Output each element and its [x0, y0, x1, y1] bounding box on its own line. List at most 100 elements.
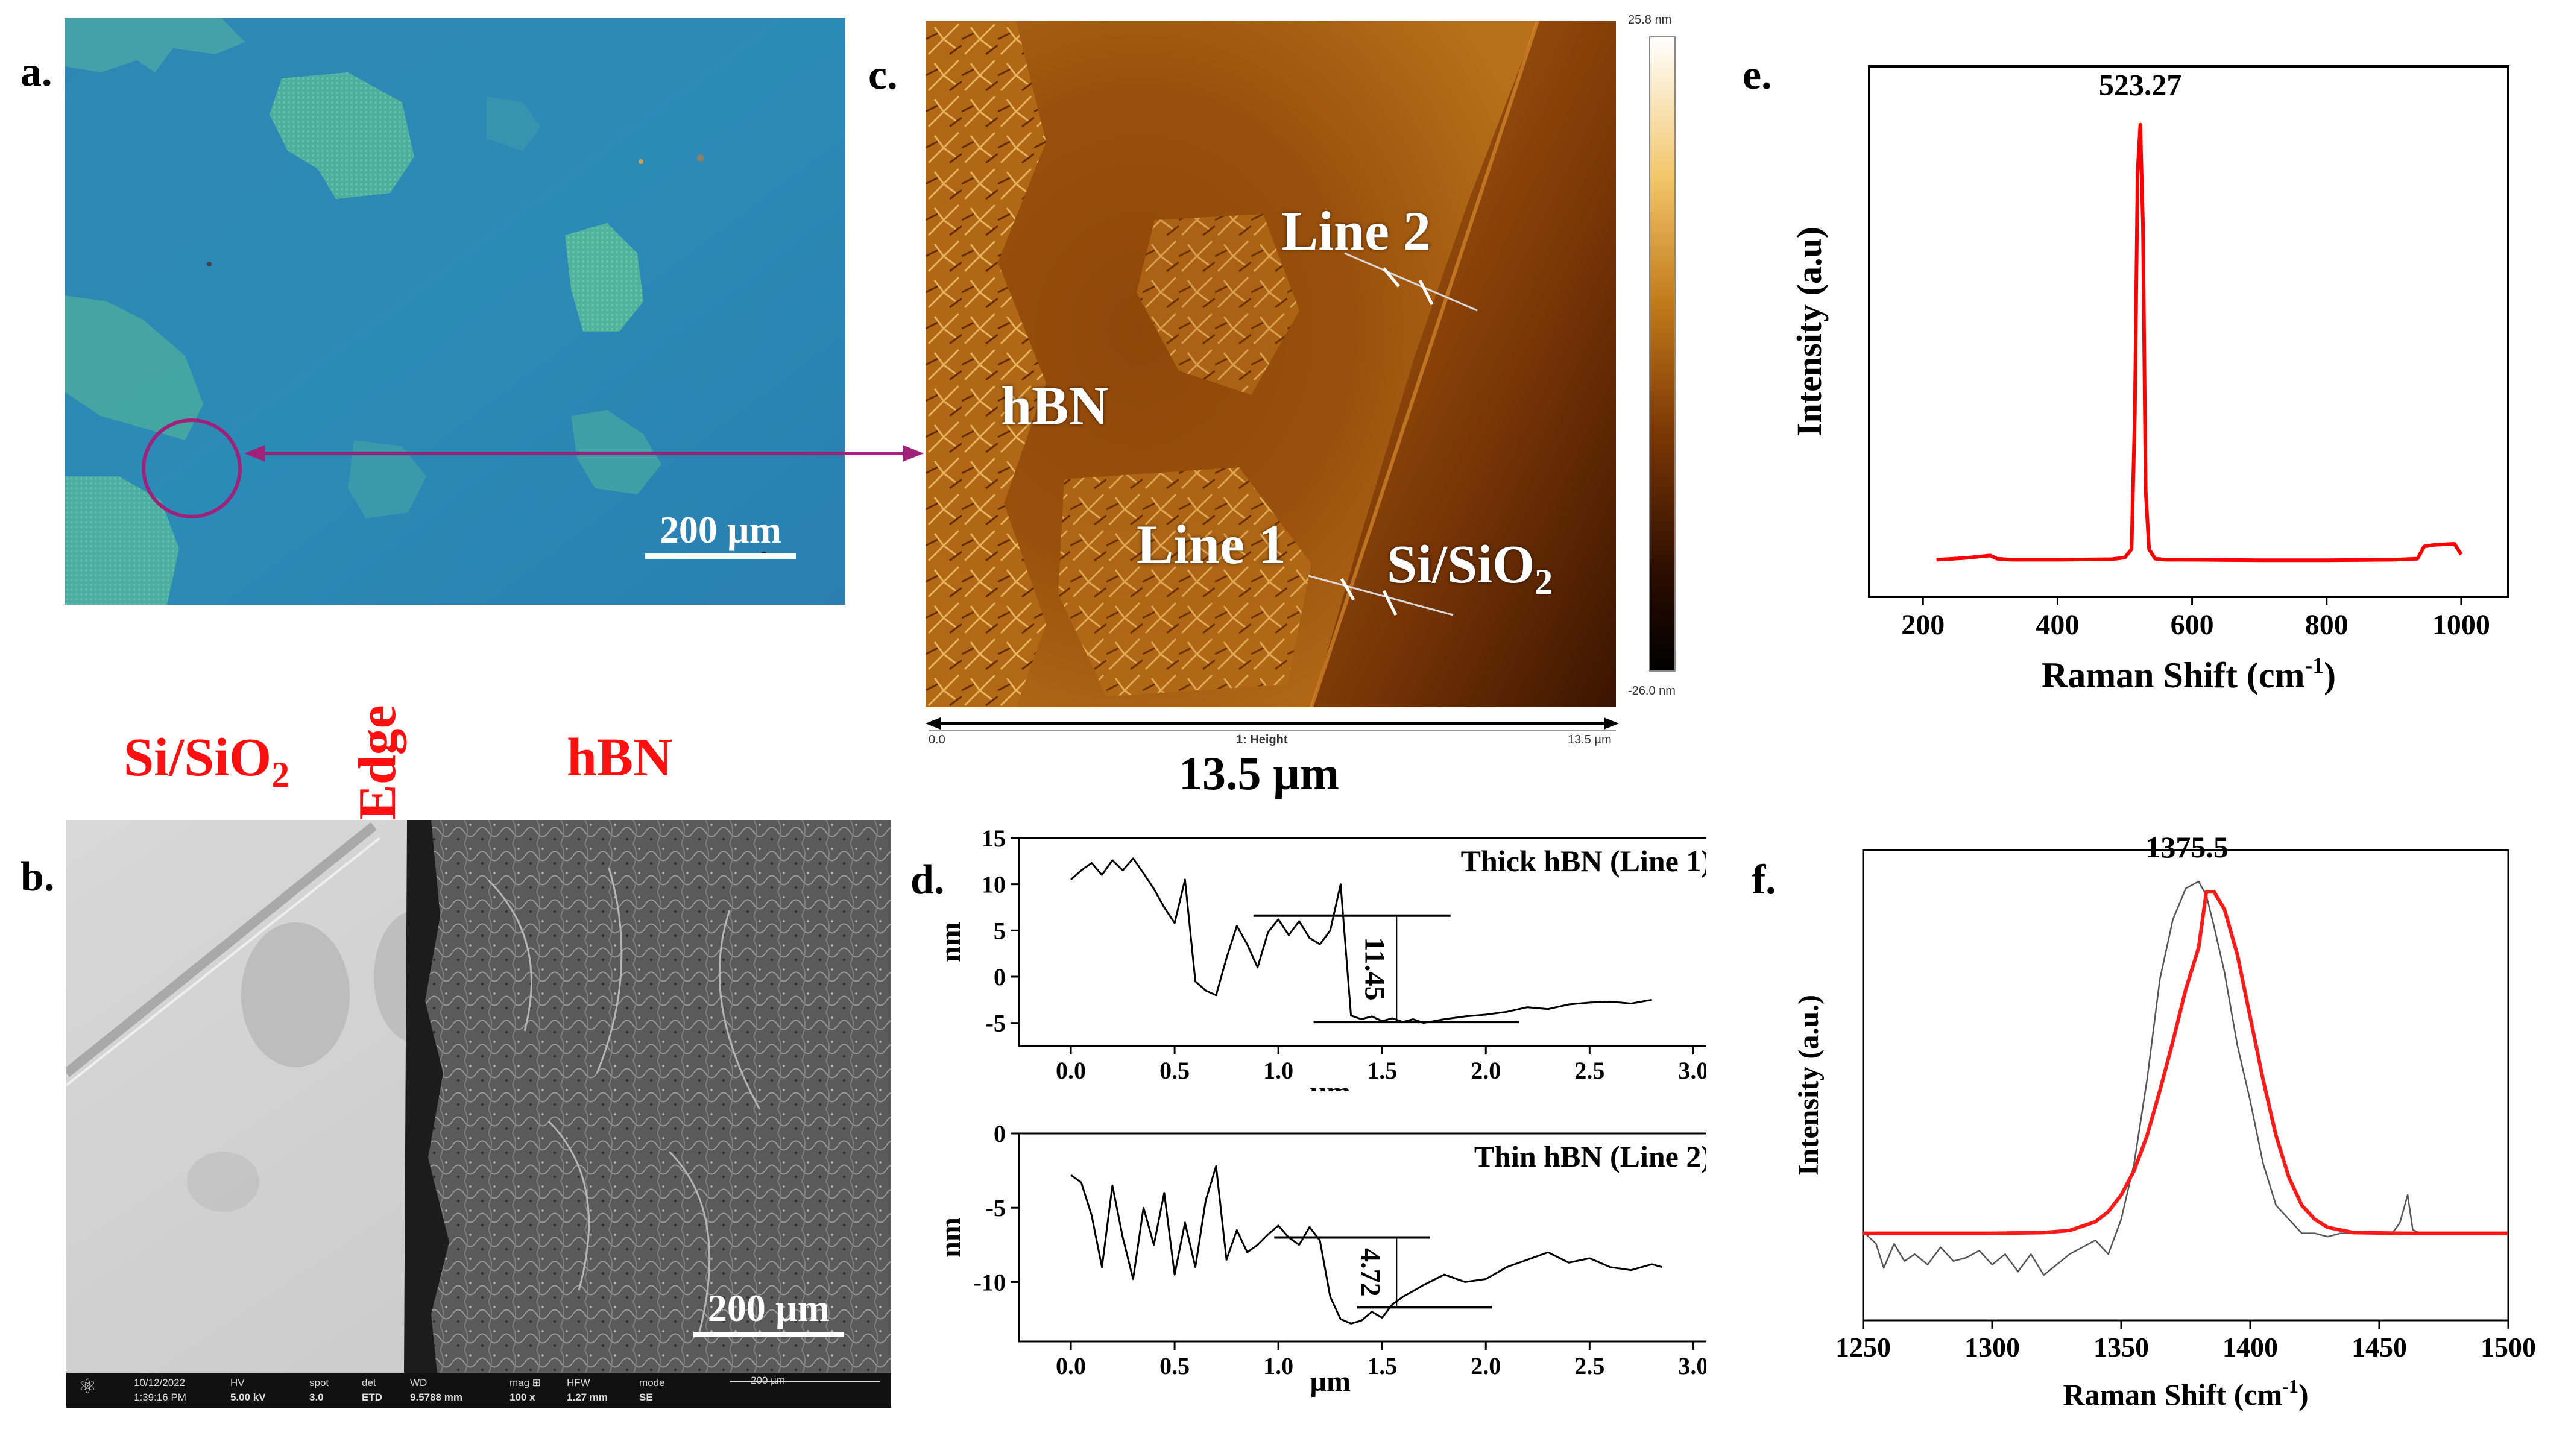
sem-date: 10/12/2022 [134, 1377, 186, 1388]
x-tick-label: 0.5 [1159, 1057, 1190, 1084]
y-tick-label: -5 [986, 1010, 1006, 1037]
x-tick-label: 200 [1901, 609, 1945, 641]
x-tick-label: 1300 [1964, 1332, 2020, 1363]
chart-title: Thin hBN (Line 2) [1474, 1139, 1706, 1173]
plot-frame [1868, 65, 2509, 598]
afm-axis-start: 0.0 [929, 733, 945, 746]
afm-colorbar [1649, 36, 1676, 672]
sem-label-edge: Edge [349, 705, 407, 820]
x-tick-label: 1000 [2432, 609, 2490, 641]
x-tick-label: 1450 [2352, 1332, 2407, 1363]
sem-spot-title: spot [309, 1377, 329, 1388]
x-tick-label: 1350 [2093, 1332, 2149, 1363]
afm-label-si: Si/SiO2 [1387, 535, 1553, 602]
afm-colorbar-max: 25.8 nm [1628, 13, 1672, 27]
scale-bar-a-label: 200 µm [659, 508, 782, 551]
afm-size-label: 13.5 µm [1179, 747, 1339, 799]
y-tick-label: 0 [994, 1120, 1006, 1147]
scale-bar-b: 200 µm [693, 1286, 844, 1337]
chart-raman-si: 200 400 600 800 1000 523.27 Intensity (a.u) Ram… [1790, 65, 2509, 695]
step-annotation: 11.45 [1359, 937, 1391, 1000]
scale-bar-a: 200 µm [645, 508, 796, 559]
sem-image-graphic [66, 820, 891, 1373]
sem-hfw-title: HFW [567, 1377, 590, 1388]
x-tick-label: 1.5 [1367, 1057, 1397, 1084]
step-annotation: 4.72 [1355, 1248, 1386, 1297]
chart-title: Thick hBN (Line 1) [1461, 844, 1706, 878]
sem-det: ETD [362, 1391, 382, 1403]
afm-axis-end: 13.5 µm [1568, 733, 1612, 746]
sem-scale-bar-line [730, 1381, 880, 1382]
x-axis-label: µm [1310, 1366, 1351, 1398]
x-tick-label: 1250 [1835, 1332, 1891, 1363]
chart-thick-hbn: 0.0 0.5 1.0 1.5 2.0 2.5 3.0 -5 0 5 10 15 11.45 Thick … [935, 826, 1706, 1091]
panel-label-d: d. [910, 857, 945, 903]
x-tick-label: 3.0 [1678, 1057, 1706, 1084]
x-axis-label: Raman Shift (cm-1) [2042, 653, 2336, 695]
panel-label-f: f. [1752, 857, 1776, 903]
afm-axis-title: 1: Height [1236, 733, 1288, 746]
scale-bar-a-line [645, 553, 796, 559]
plot-frame [1862, 849, 2509, 1322]
line-1-marker [1308, 575, 1454, 616]
arrow-head-right [903, 445, 924, 462]
afm-label-line1: Line 1 [1137, 514, 1286, 575]
sem-info-bar: ⚛ 10/12/2022 1:39:16 PM HV 5.00 kV spot … [66, 1373, 891, 1408]
sem-label-hbn: hBN [567, 728, 673, 787]
y-axis-label: Intensity (a.u.) [1793, 995, 1825, 1176]
afm-label-hbn: hBN [1001, 375, 1109, 436]
sem-scale: 200 µm [751, 1375, 786, 1386]
sem-wd-title: WD [410, 1377, 427, 1388]
x-tick-label: 800 [2305, 609, 2349, 641]
afm-colorbar-min: -26.0 nm [1628, 684, 1676, 698]
x-tick-label: 1.5 [1367, 1352, 1397, 1379]
sem-mode-title: mode [639, 1377, 665, 1388]
x-tick-label: 1500 [2481, 1332, 2536, 1363]
scale-bar-b-line [693, 1332, 844, 1337]
panel-label-a: a. [21, 49, 52, 95]
sem-image [66, 820, 891, 1373]
panel-label-c: c. [868, 52, 898, 98]
sem-hv: 5.00 kV [230, 1391, 266, 1403]
x-tick-label: 3.0 [1678, 1352, 1706, 1379]
x-tick-label: 0.5 [1159, 1352, 1190, 1379]
sem-hfw: 1.27 mm [567, 1391, 608, 1403]
profile-line-thin [1070, 1165, 1663, 1325]
y-axis-label: nm [935, 922, 967, 962]
y-axis-label: nm [935, 1217, 967, 1258]
peak-label: 1375.5 [2145, 832, 2229, 864]
sem-mode: SE [639, 1391, 653, 1403]
afm-height-map [926, 21, 1616, 707]
y-axis-label: Intensity (a.u) [1790, 227, 1829, 436]
raman-si-line [1936, 122, 2463, 563]
x-tick-label: 2.0 [1471, 1352, 1501, 1379]
afm-image [926, 21, 1616, 707]
x-tick-label: 600 [2171, 609, 2214, 641]
x-tick-label: 2.5 [1574, 1352, 1604, 1379]
sem-mag-title: mag ⊞ [509, 1377, 541, 1388]
y-tick-label: 0 [994, 963, 1006, 991]
sem-spot: 3.0 [309, 1391, 324, 1403]
chart-thin-hbn: 0.0 0.5 1.0 1.5 2.0 2.5 3.0 -10 -5 0 4.72 Thin hBN … [935, 1120, 1706, 1398]
peak-label: 523.27 [2099, 68, 2182, 102]
y-tick-label: -5 [986, 1194, 1006, 1221]
y-tick-label: 5 [994, 917, 1006, 944]
x-axis-label: Raman Shift (cm-1) [2063, 1375, 2308, 1411]
x-tick-label: 1400 [2222, 1332, 2278, 1363]
scale-bar-b-label: 200 µm [707, 1287, 830, 1329]
sem-label-si: Si/SiO2 [124, 728, 290, 795]
sem-det-title: det [362, 1377, 376, 1388]
y-tick-label: 10 [982, 871, 1006, 898]
raman-hbn-raw-line [1863, 880, 2508, 1276]
plot-frame [1018, 837, 1706, 1047]
afm-axis [926, 717, 1619, 731]
panel-label-e: e. [1743, 52, 1772, 98]
sem-time: 1:39:16 PM [134, 1391, 186, 1403]
sem-hv-title: HV [230, 1377, 245, 1388]
plot-frame [1018, 1132, 1706, 1343]
sem-wd: 9.5788 mm [410, 1391, 462, 1403]
x-tick-label: 1.0 [1263, 1352, 1293, 1379]
x-tick-label: 1.0 [1263, 1057, 1293, 1084]
line-2-marker [1344, 252, 1478, 312]
x-tick-label: 0.0 [1056, 1352, 1086, 1379]
